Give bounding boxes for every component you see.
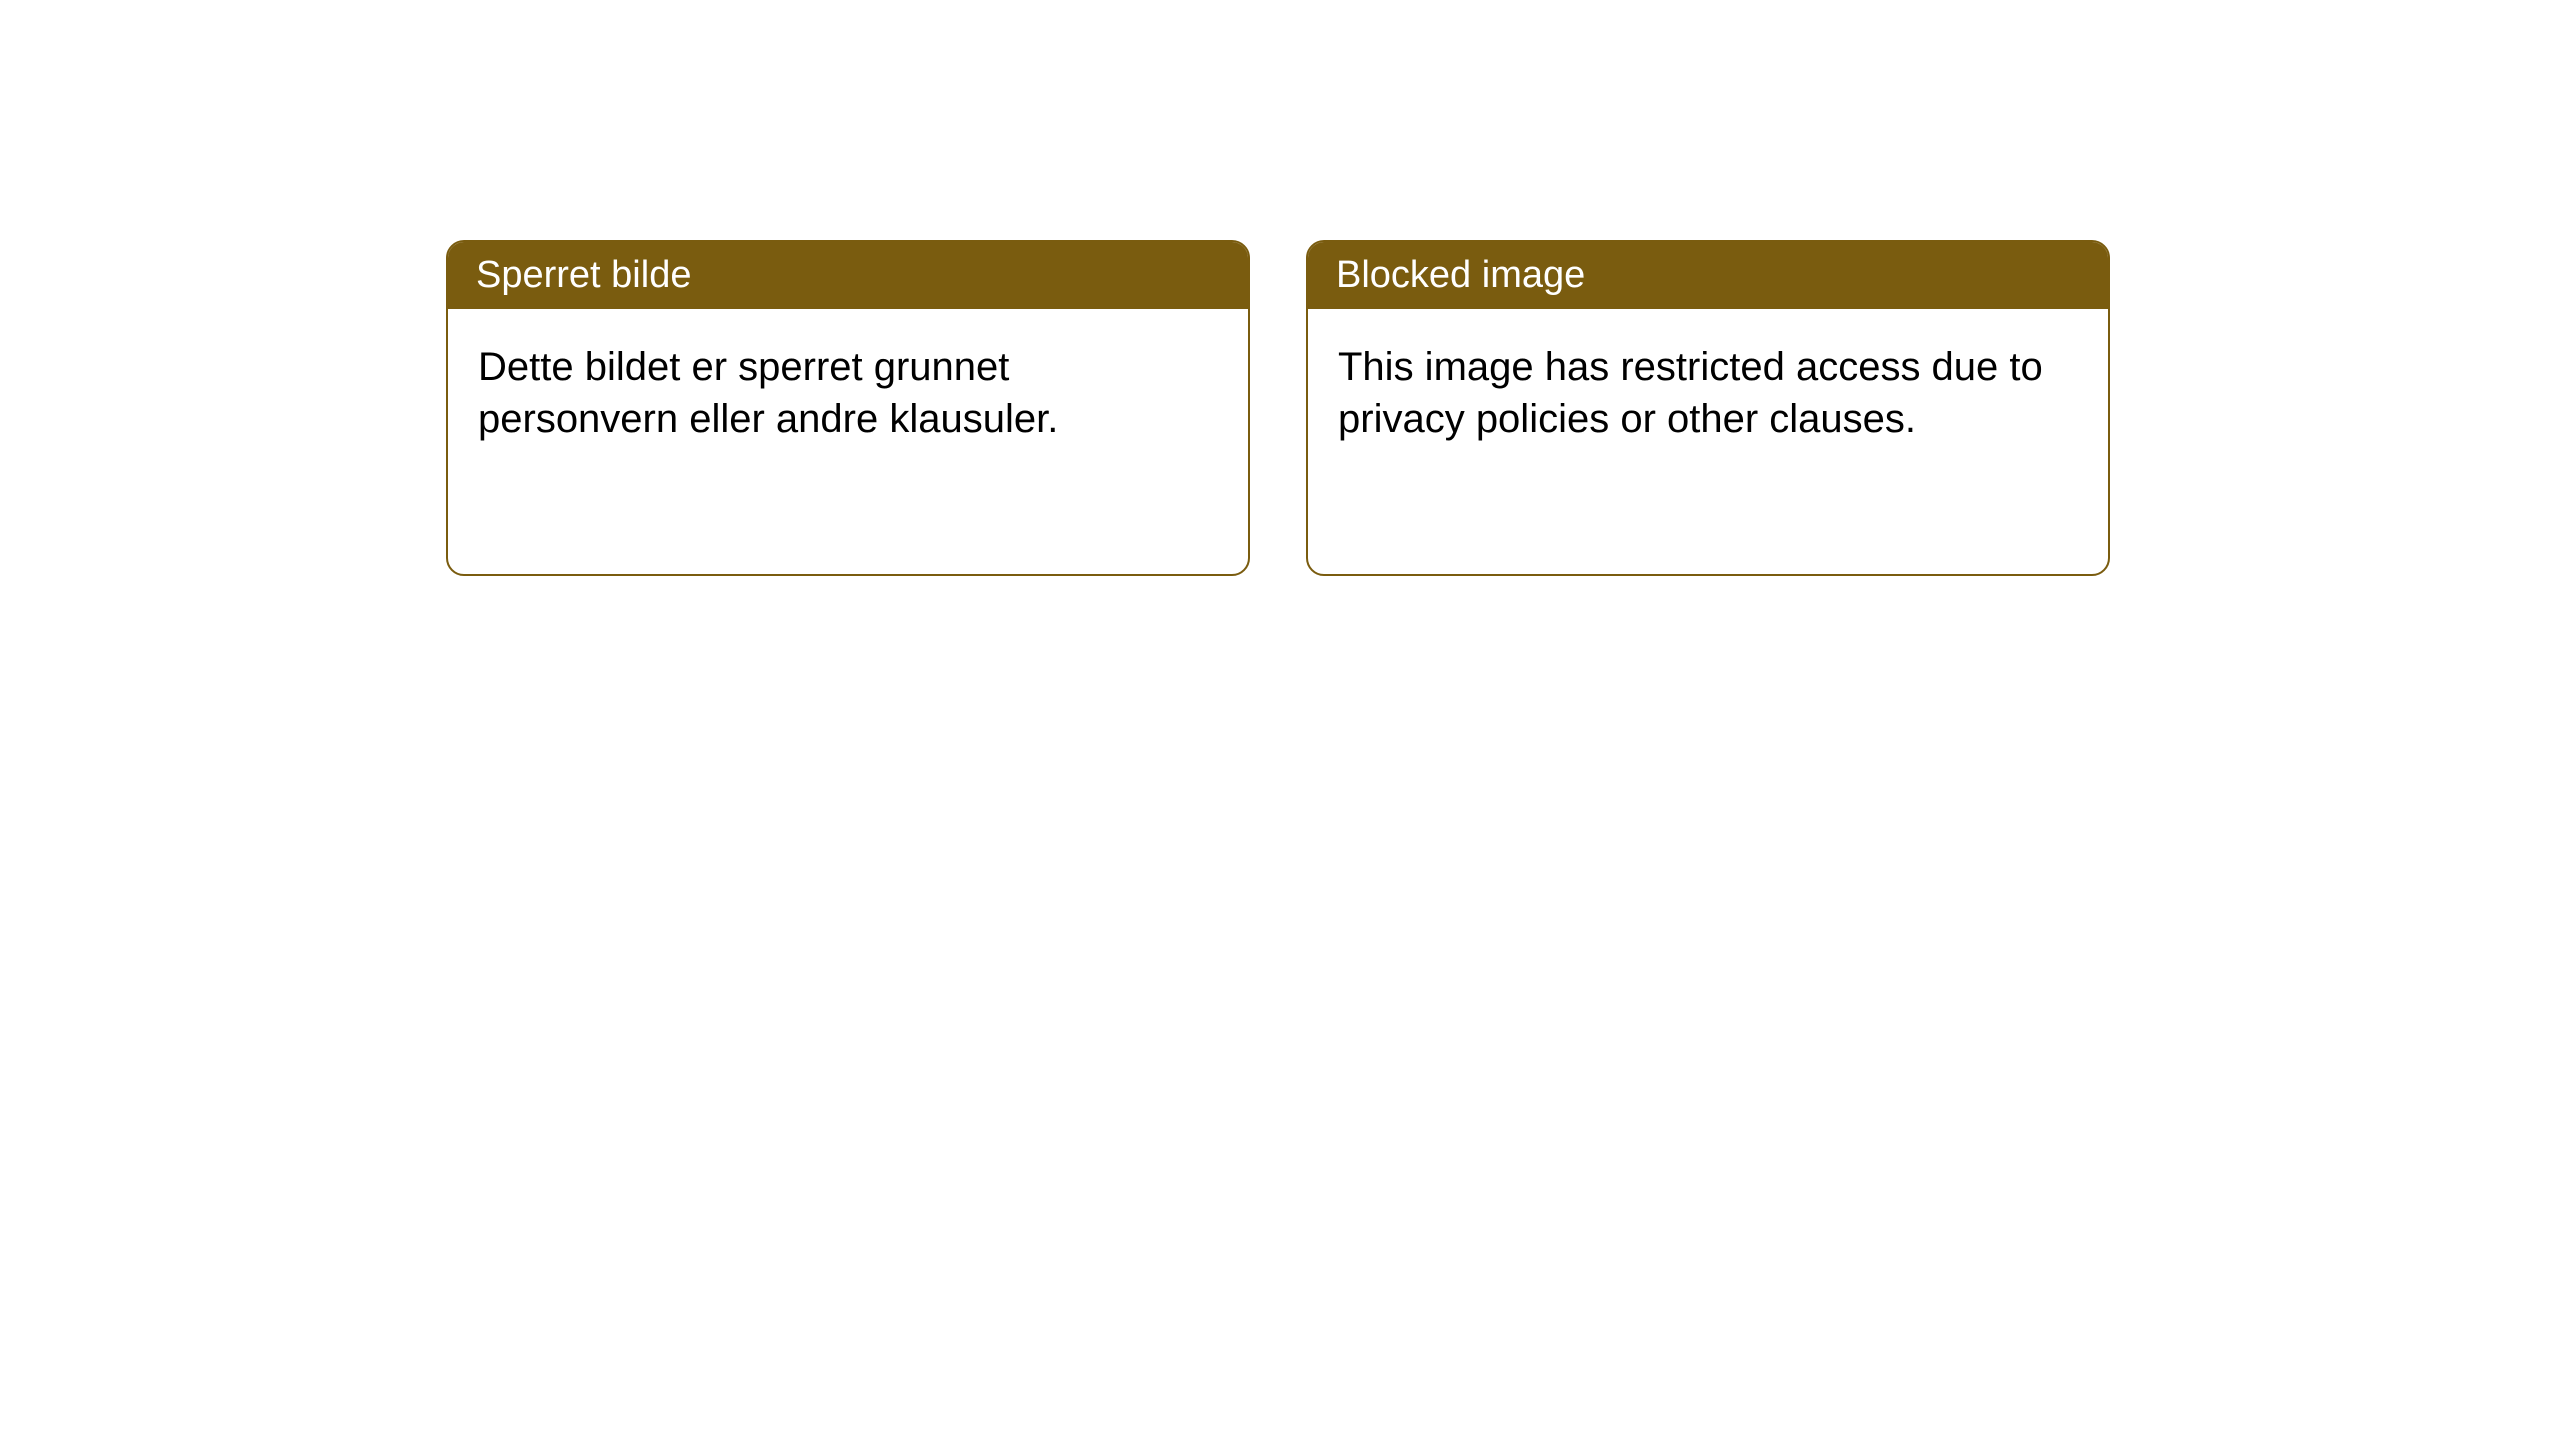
notice-body-english: This image has restricted access due to … [1308, 309, 2108, 477]
notice-body-norwegian: Dette bildet er sperret grunnet personve… [448, 309, 1248, 477]
notice-header-english: Blocked image [1308, 242, 2108, 309]
notice-card-norwegian: Sperret bilde Dette bildet er sperret gr… [446, 240, 1250, 576]
notice-container: Sperret bilde Dette bildet er sperret gr… [0, 0, 2560, 576]
notice-text-english: This image has restricted access due to … [1338, 345, 2043, 441]
notice-title-norwegian: Sperret bilde [476, 254, 691, 296]
notice-text-norwegian: Dette bildet er sperret grunnet personve… [478, 345, 1058, 441]
notice-header-norwegian: Sperret bilde [448, 242, 1248, 309]
notice-title-english: Blocked image [1336, 254, 1585, 296]
notice-card-english: Blocked image This image has restricted … [1306, 240, 2110, 576]
